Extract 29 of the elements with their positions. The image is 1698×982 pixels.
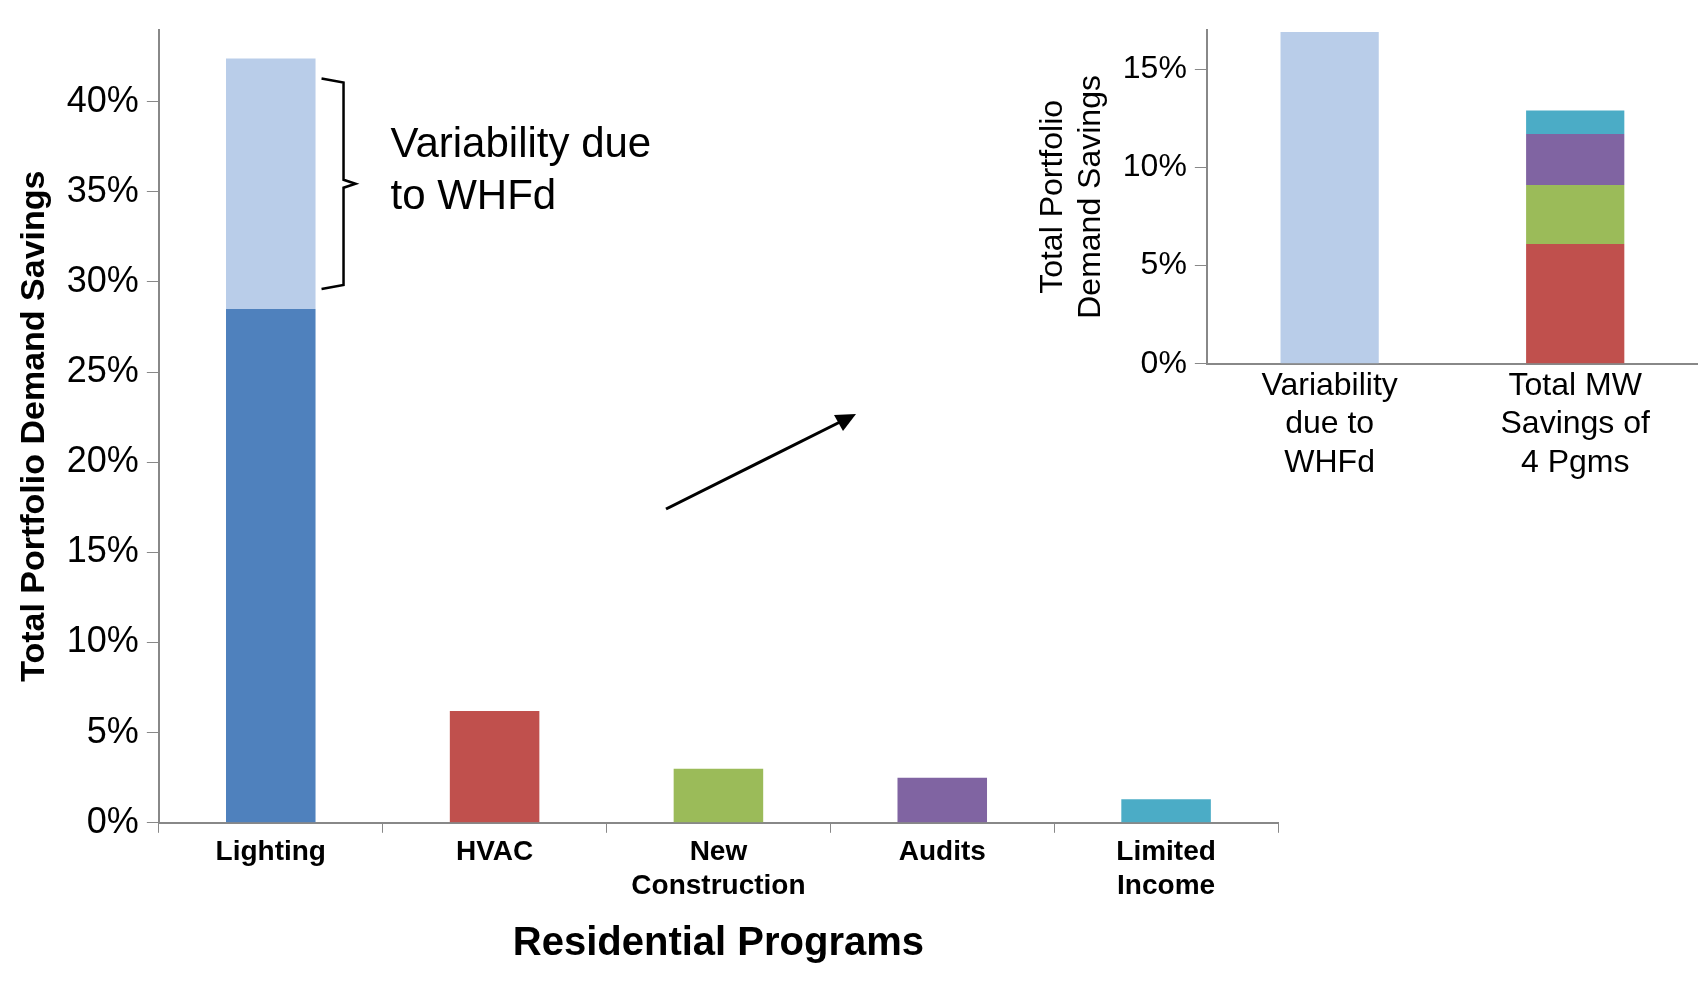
x-axis-title: Residential Programs [512,919,925,964]
bar [226,58,316,310]
x-tick-label: New Construction [631,835,806,900]
annotation: Variability due to WHFd [390,119,652,219]
x-tick-label: Limited Income [1116,835,1216,900]
x-tick-label: Total MW Savings of 4 Pgms [1500,365,1651,479]
y-tick-label: 35% [66,168,139,210]
bar [449,711,540,823]
bar [1121,799,1211,823]
y-tick-label: 40% [66,78,139,120]
y-axis-title: Total Portfolio Demand Savings [1033,75,1108,319]
y-tick-label: 20% [66,439,139,481]
x-tick-label: Lighting [215,835,326,867]
y-tick-label: 0% [86,799,139,841]
y-tick-label: 15% [1122,49,1187,86]
y-tick-label: 25% [66,349,139,391]
x-tick-label: Audits [898,835,986,867]
y-tick-label: 5% [1140,245,1187,282]
y-tick-label: 0% [1140,343,1187,380]
y-tick-label: 10% [66,619,139,661]
y-tick-label: 5% [86,709,139,751]
bar [897,777,988,823]
x-tick-label: HVAC [455,835,534,867]
bar [673,768,764,823]
y-tick-label: 10% [1122,147,1187,184]
bar [226,309,316,823]
y-tick-label: 15% [66,529,139,571]
y-tick-label: 30% [66,258,139,300]
y-axis-title: Total Portfolio Demand Savings [12,170,51,682]
